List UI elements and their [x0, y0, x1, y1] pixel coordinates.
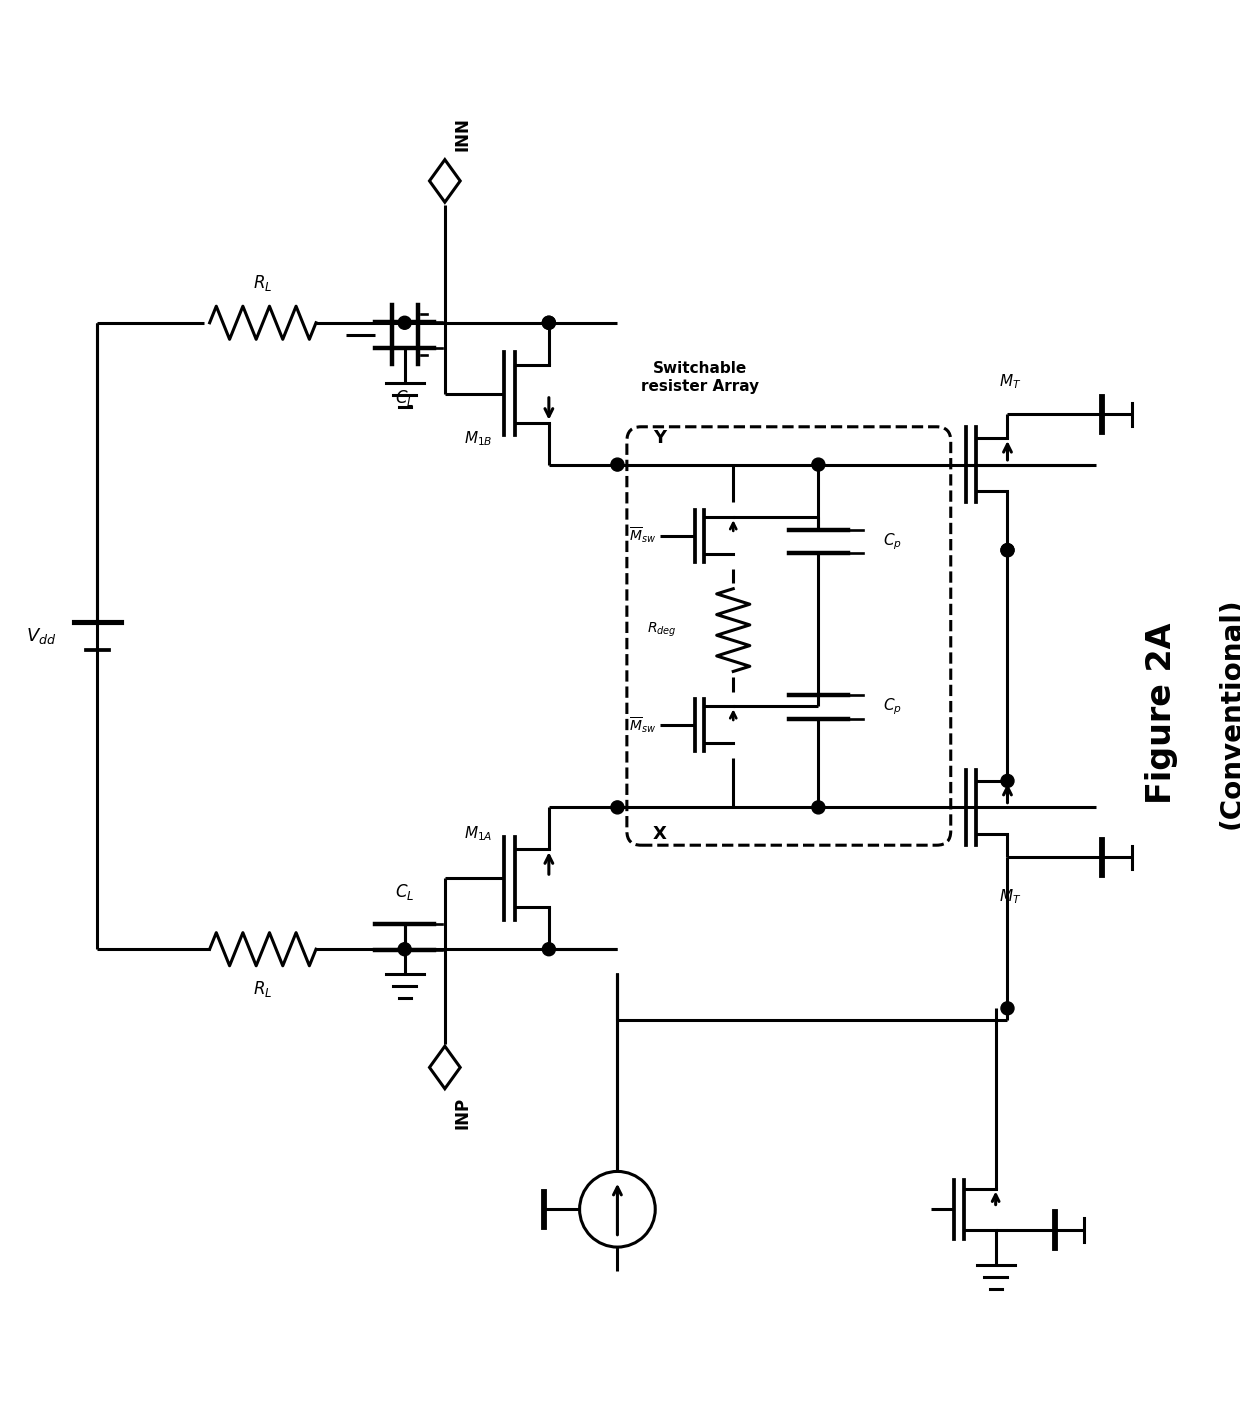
- Text: $C_L$: $C_L$: [396, 882, 414, 901]
- Circle shape: [812, 801, 825, 815]
- Text: $C_p$: $C_p$: [883, 531, 903, 552]
- Text: INN: INN: [454, 118, 471, 151]
- Circle shape: [398, 317, 412, 329]
- Text: Switchable
resister Array: Switchable resister Array: [641, 362, 759, 394]
- Text: Figure 2A: Figure 2A: [1145, 622, 1178, 803]
- Circle shape: [1001, 544, 1014, 557]
- Circle shape: [611, 801, 624, 815]
- Text: $V_{dd}$: $V_{dd}$: [26, 625, 56, 646]
- Text: $M_T$: $M_T$: [998, 372, 1021, 391]
- Text: (Conventional): (Conventional): [1218, 597, 1240, 829]
- Circle shape: [542, 317, 556, 329]
- Circle shape: [542, 317, 556, 329]
- Text: $R_L$: $R_L$: [253, 979, 273, 998]
- Text: $M_{1A}$: $M_{1A}$: [464, 824, 492, 843]
- Text: $M_{1B}$: $M_{1B}$: [464, 429, 492, 447]
- Text: X: X: [653, 826, 667, 843]
- Circle shape: [1001, 1002, 1014, 1015]
- Text: $\overline{M}_{sw}$: $\overline{M}_{sw}$: [629, 715, 656, 735]
- Circle shape: [398, 942, 412, 956]
- Text: INP: INP: [454, 1096, 471, 1129]
- Circle shape: [1001, 774, 1014, 788]
- Text: Y: Y: [653, 429, 666, 447]
- Circle shape: [812, 458, 825, 471]
- Circle shape: [611, 458, 624, 471]
- Text: $\overline{M}_{sw}$: $\overline{M}_{sw}$: [629, 526, 656, 545]
- Text: $R_{deg}$: $R_{deg}$: [647, 621, 677, 639]
- Circle shape: [542, 942, 556, 956]
- Text: $C_p$: $C_p$: [883, 697, 903, 718]
- Text: $M_T$: $M_T$: [998, 887, 1021, 906]
- Text: $C_L$: $C_L$: [396, 388, 414, 408]
- Circle shape: [1001, 544, 1014, 557]
- Text: $R_L$: $R_L$: [253, 273, 273, 293]
